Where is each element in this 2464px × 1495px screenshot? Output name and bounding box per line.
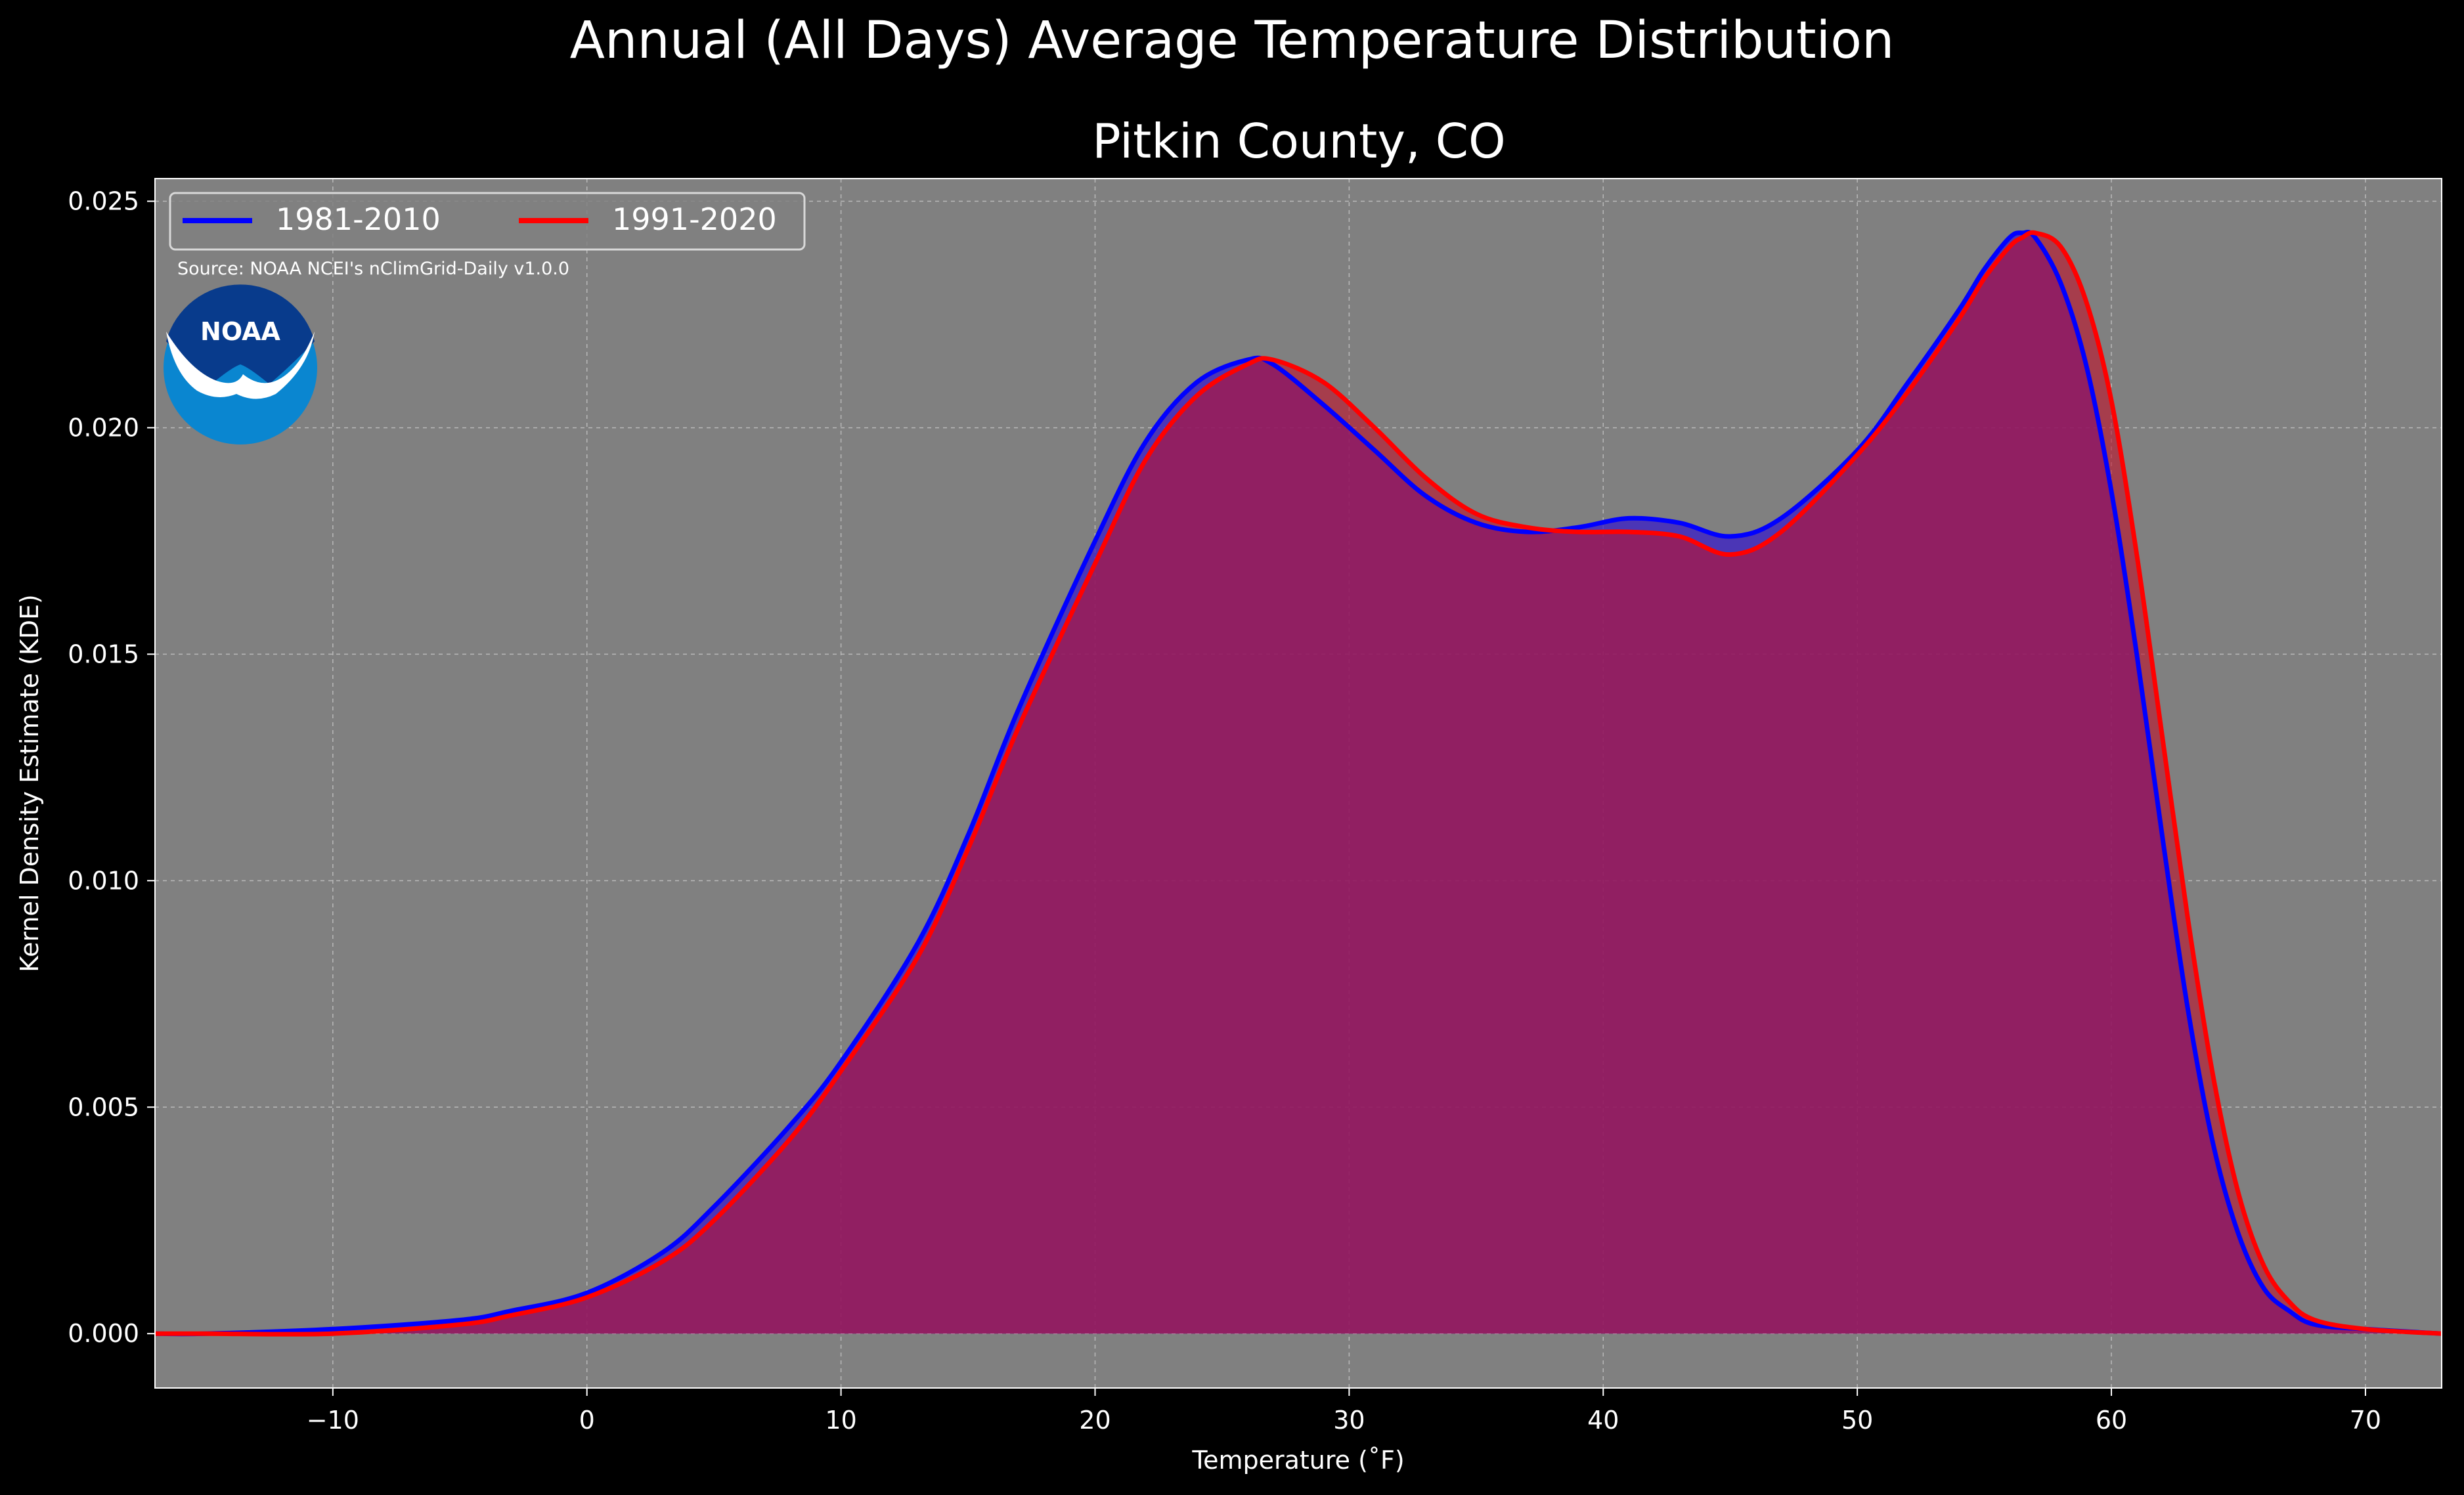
noaa-logo-icon: NOAA [164, 284, 317, 444]
x-tick-label: 20 [1079, 1406, 1111, 1435]
y-tick-label: 0.020 [68, 413, 139, 442]
x-tick-label: 60 [2096, 1406, 2127, 1435]
chart-subtitle: Pitkin County, CO [1092, 114, 1505, 169]
legend-label-1981-2010: 1981-2010 [276, 202, 441, 237]
y-axis-ticks: 0.000 0.005 0.010 0.015 0.020 0.025 [68, 186, 155, 1348]
x-tick-label: −10 [307, 1406, 359, 1435]
plot-frame [154, 178, 2442, 1389]
chart-title: Annual (All Days) Average Temperature Di… [570, 11, 1895, 70]
y-tick-label: 0.015 [68, 639, 139, 668]
x-tick-label: 0 [579, 1406, 595, 1435]
legend-box [169, 192, 806, 251]
x-tick-label: 40 [1587, 1406, 1619, 1435]
x-axis-ticks: −10 0 10 20 30 40 50 60 70 [307, 1388, 2381, 1435]
legend: 1981-2010 1991-2020 [169, 192, 806, 251]
x-axis-label: Temperature (˚F) [1191, 1446, 1404, 1475]
y-tick-label: 0.025 [68, 186, 139, 215]
legend-label-1991-2020: 1991-2020 [612, 202, 777, 237]
x-tick-label: 50 [1841, 1406, 1873, 1435]
noaa-logo-text: NOAA [200, 317, 280, 346]
source-note: Source: NOAA NCEI's nClimGrid-Daily v1.0… [177, 259, 569, 279]
line-1991-2020 [155, 230, 2442, 1337]
series-areas [155, 232, 2442, 1335]
x-tick-label: 30 [1333, 1406, 1365, 1435]
y-tick-label: 0.010 [68, 866, 139, 895]
x-tick-label: 70 [2350, 1406, 2381, 1435]
y-tick-label: 0.005 [68, 1093, 139, 1121]
x-tick-label: 10 [825, 1406, 856, 1435]
area-1991-2020 [155, 232, 2442, 1335]
y-tick-label: 0.000 [68, 1319, 139, 1348]
series-lines [154, 229, 2442, 1337]
y-axis-label: Kernel Density Estimate (KDE) [15, 594, 44, 972]
line-1981-2010 [154, 229, 2442, 1337]
